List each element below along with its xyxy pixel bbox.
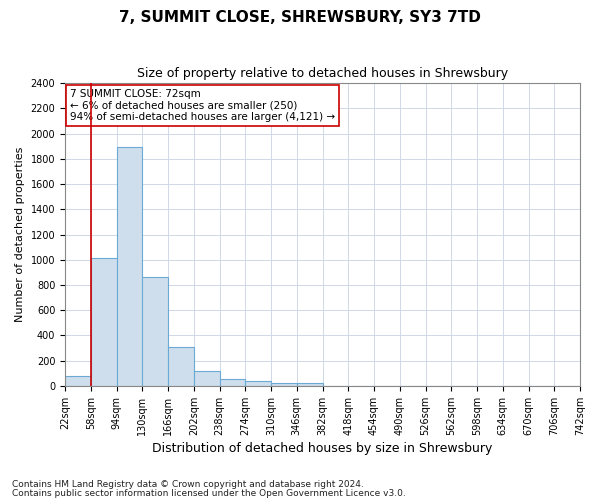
Bar [297,384,323,386]
Bar [116,148,142,386]
Bar [220,379,245,386]
Bar [65,376,91,386]
Bar [271,383,297,386]
Bar [91,258,116,386]
Title: Size of property relative to detached houses in Shrewsbury: Size of property relative to detached ho… [137,68,508,80]
Text: 7, SUMMIT CLOSE, SHREWSBURY, SY3 7TD: 7, SUMMIT CLOSE, SHREWSBURY, SY3 7TD [119,10,481,25]
Y-axis label: Number of detached properties: Number of detached properties [15,147,25,322]
Text: 7 SUMMIT CLOSE: 72sqm
← 6% of detached houses are smaller (250)
94% of semi-deta: 7 SUMMIT CLOSE: 72sqm ← 6% of detached h… [70,89,335,122]
Bar [245,381,271,386]
Text: Contains HM Land Registry data © Crown copyright and database right 2024.: Contains HM Land Registry data © Crown c… [12,480,364,489]
Bar [168,347,194,386]
Text: Contains public sector information licensed under the Open Government Licence v3: Contains public sector information licen… [12,488,406,498]
Bar [194,372,220,386]
Bar [142,278,168,386]
X-axis label: Distribution of detached houses by size in Shrewsbury: Distribution of detached houses by size … [152,442,493,455]
